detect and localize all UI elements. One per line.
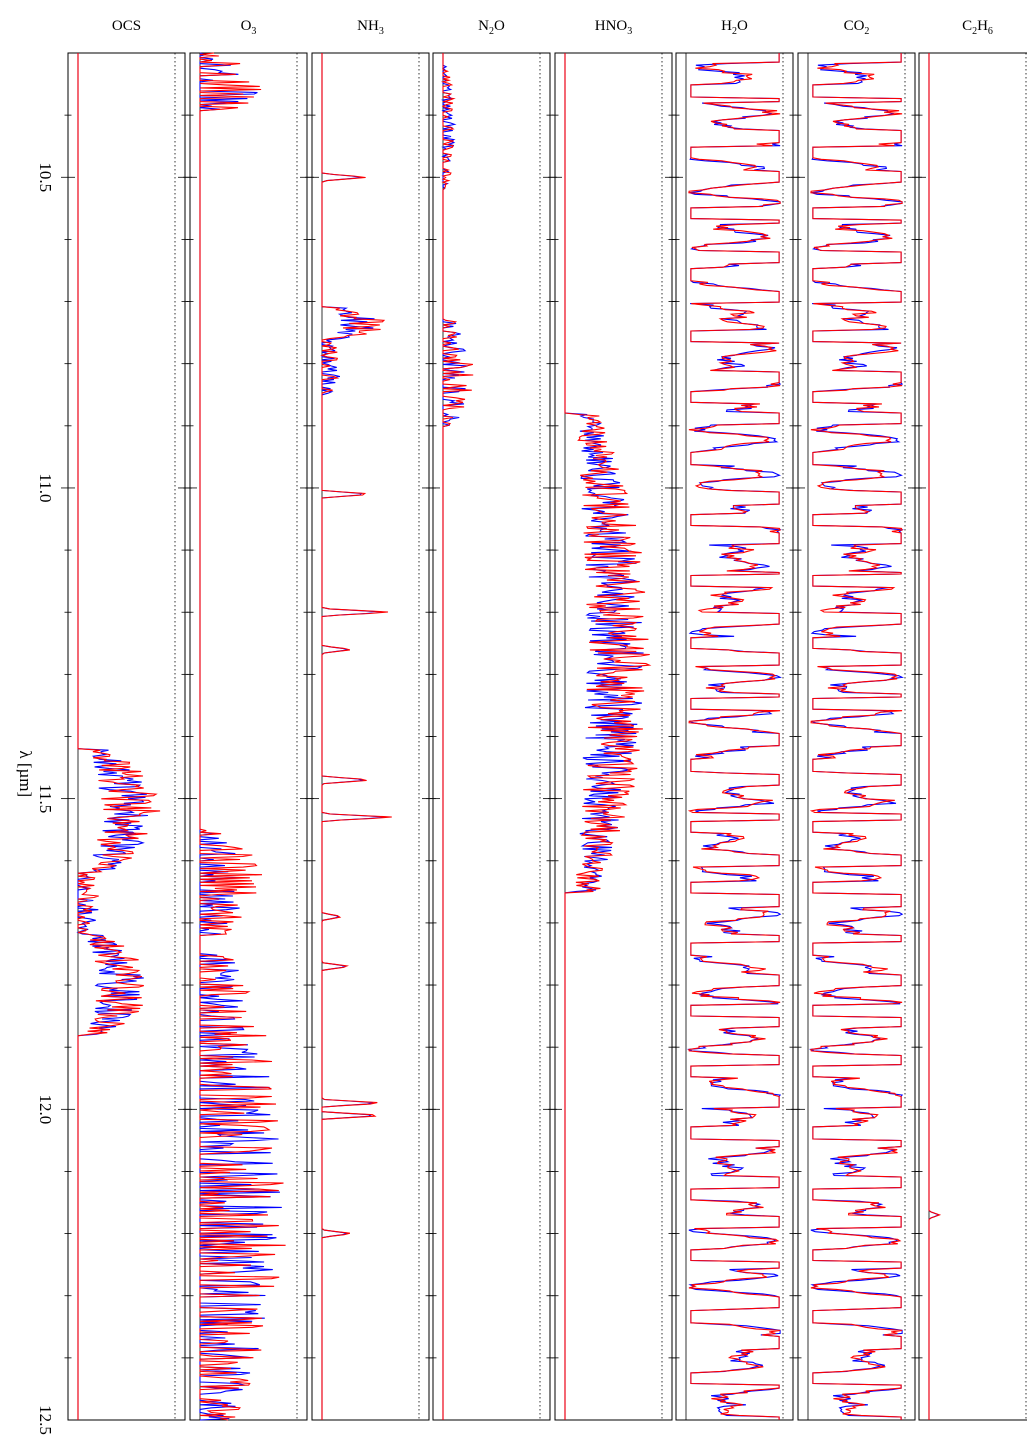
- series-blue: [928, 53, 941, 1420]
- series-red: [440, 53, 474, 1420]
- panel-title-sub: 2: [489, 26, 494, 37]
- panel-title: OCS: [112, 18, 141, 34]
- wavelength-tick-label: 11.5: [36, 784, 55, 813]
- panel-title: N2O: [478, 18, 505, 37]
- panel-title: NH3: [357, 18, 384, 37]
- panel-title-tail: O: [737, 18, 748, 34]
- series-blue: [199, 52, 282, 1421]
- panel-title-main: O: [241, 18, 252, 34]
- wavelength-axis-label: λ [µm]: [16, 750, 35, 797]
- panel-title: H2O: [721, 18, 748, 37]
- panel-title-main: H: [721, 18, 732, 34]
- panel-title: C2H6: [962, 18, 993, 37]
- panel-title-sub: 3: [379, 26, 384, 37]
- series-red: [320, 53, 392, 1420]
- panel-title-main: NH: [357, 18, 379, 34]
- panels-group: OCS O3 NH3 N2O HNO3 H2O CO2 C2H6: [61, 18, 1027, 1421]
- panel-frame: [67, 52, 186, 1421]
- series-red: [928, 53, 942, 1420]
- wavelength-axis: 10.5 11.0 11.5 12.0 12.5 λ [µm]: [16, 162, 55, 1434]
- panel-title-main: HNO: [595, 18, 628, 34]
- panel-h2o: H2O: [669, 18, 800, 1421]
- panel-title-sub: 2: [732, 26, 737, 37]
- panel-hno3: HNO3: [548, 18, 679, 1421]
- panel-title-sub: 2: [864, 26, 869, 37]
- series-red: [564, 53, 652, 1420]
- panel-frame: [554, 52, 673, 1421]
- series-blue: [321, 53, 387, 1420]
- series-blue: [440, 53, 468, 1420]
- panel-nh3: NH3: [305, 18, 436, 1421]
- panel-title-tail: H: [977, 18, 988, 34]
- panel-title-sub: 3: [627, 26, 632, 37]
- series-blue: [76, 53, 148, 1420]
- panel-title: HNO3: [595, 18, 633, 37]
- panel-title-main: N: [478, 18, 489, 34]
- series-red: [77, 53, 161, 1420]
- wavelength-tick-label: 12.5: [36, 1405, 55, 1435]
- wavelength-tick-label: 10.5: [36, 162, 55, 192]
- wavelength-tick-label: 12.0: [36, 1094, 55, 1124]
- panel-title-sub: 3: [251, 26, 256, 37]
- panel-co2: CO2: [791, 18, 922, 1421]
- panel-frame: [311, 52, 430, 1421]
- panel-frame: [432, 52, 551, 1421]
- panel-title-main: CO: [844, 18, 865, 34]
- panel-title-sub2: 6: [988, 26, 993, 37]
- panel-title-sub: 2: [972, 26, 977, 37]
- panel-frame: [918, 52, 1027, 1421]
- panel-title-main: C: [962, 18, 972, 34]
- panel-o3: O3: [183, 18, 314, 1421]
- series-red: [199, 52, 286, 1421]
- panel-title: CO2: [844, 18, 870, 37]
- panel-ocs: OCS: [61, 18, 192, 1421]
- wavelength-tick-label: 11.0: [36, 473, 55, 502]
- panel-title-main: OCS: [112, 18, 141, 34]
- panel-n2o: N2O: [426, 18, 557, 1421]
- panel-title: O3: [241, 18, 257, 37]
- series-red: [809, 53, 903, 1420]
- series-red: [687, 53, 781, 1420]
- panel-title-tail: O: [494, 18, 505, 34]
- panel-c2h6: C2H6: [912, 18, 1027, 1421]
